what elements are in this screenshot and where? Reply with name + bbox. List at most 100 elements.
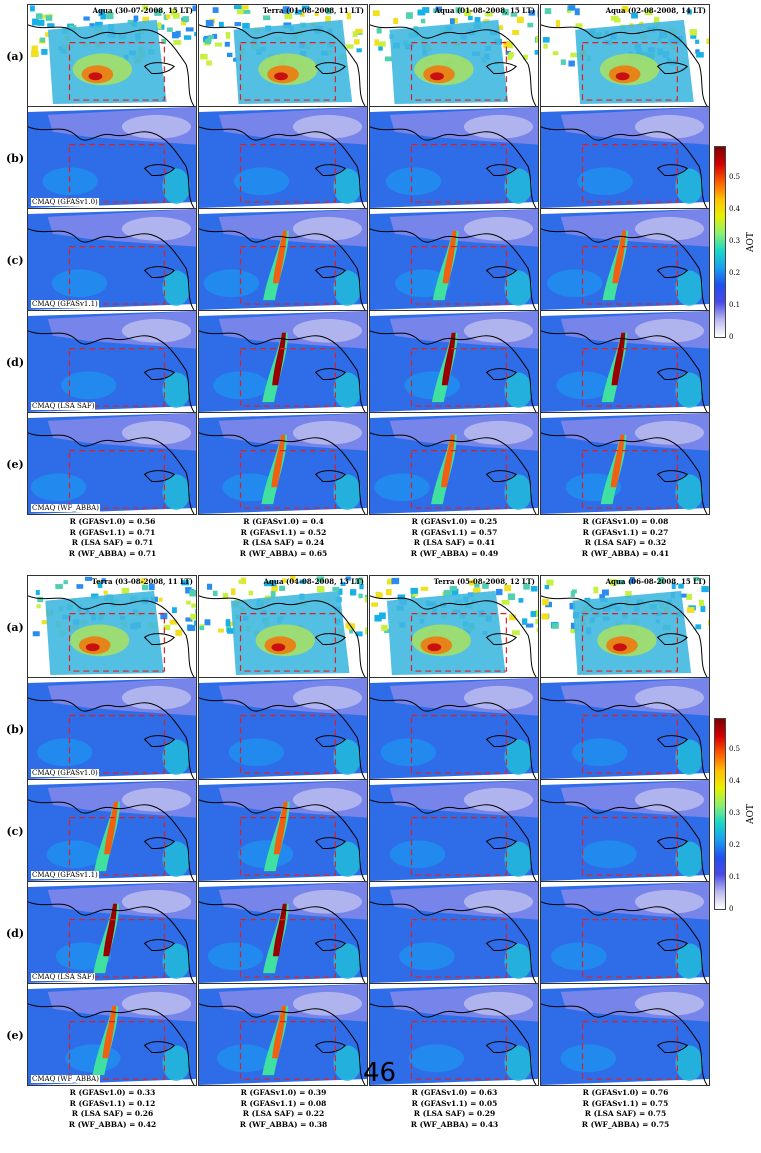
aot-map xyxy=(541,780,709,881)
correlation-line: R (GFASv1.0) = 0.33 xyxy=(27,1088,198,1099)
satellite-panel: Terra (01-08-2008, 11 LT) xyxy=(198,4,368,107)
aot-map xyxy=(28,984,196,1085)
aot-map xyxy=(199,576,367,677)
model-panel: CMAQ (LSA SAF) xyxy=(27,881,197,984)
correlation-line: R (GFASv1.0) = 0.63 xyxy=(369,1088,540,1099)
aot-map xyxy=(28,780,196,881)
colorbar-tick-label: 0 xyxy=(729,905,733,913)
aot-map xyxy=(541,311,709,412)
model-panel xyxy=(369,106,539,209)
aot-map xyxy=(199,984,367,1085)
model-panel: CMAQ (GFASv1.0) xyxy=(27,106,197,209)
correlation-line: R (WF_ABBA) = 0.41 xyxy=(540,549,711,560)
page-number: 46 xyxy=(363,1058,396,1088)
correlation-line: R (WF_ABBA) = 0.42 xyxy=(27,1120,198,1131)
colorbar xyxy=(714,718,726,910)
row-label: (d) xyxy=(4,356,26,369)
colorbar xyxy=(714,146,726,338)
model-label: CMAQ (WF_ABBA) xyxy=(31,1075,100,1083)
aot-map xyxy=(541,984,709,1085)
panel-title: Aqua (04-08-2008, 13 LT) xyxy=(264,577,364,586)
row-label: (b) xyxy=(4,723,26,736)
aot-map xyxy=(28,107,196,208)
correlation-line: R (LSA SAF) = 0.24 xyxy=(198,538,369,549)
correlation-line: R (GFASv1.1) = 0.27 xyxy=(540,528,711,539)
aot-map xyxy=(28,413,196,514)
correlation-line: R (WF_ABBA) = 0.71 xyxy=(27,549,198,560)
row-label: (a) xyxy=(4,621,26,634)
aot-map xyxy=(199,882,367,983)
aot-map xyxy=(541,576,709,677)
panel-title: Aqua (01-08-2008, 15 LT) xyxy=(435,6,535,15)
model-panel xyxy=(198,106,368,209)
model-panel xyxy=(198,881,368,984)
model-panel xyxy=(198,983,368,1086)
aot-map xyxy=(28,5,196,106)
model-panel: CMAQ (WF_ABBA) xyxy=(27,983,197,1086)
correlation-line: R (GFASv1.0) = 0.39 xyxy=(198,1088,369,1099)
model-panel xyxy=(198,208,368,311)
correlation-line: R (LSA SAF) = 0.26 xyxy=(27,1109,198,1120)
satellite-panel: Aqua (01-08-2008, 15 LT) xyxy=(369,4,539,107)
aot-map xyxy=(199,5,367,106)
model-panel xyxy=(540,881,710,984)
aot-map xyxy=(199,107,367,208)
correlation-line: R (LSA SAF) = 0.32 xyxy=(540,538,711,549)
row-label: (e) xyxy=(4,1029,26,1042)
colorbar-tick-label: 0.3 xyxy=(729,237,740,245)
correlation-line: R (GFASv1.0) = 0.25 xyxy=(369,517,540,528)
model-panel xyxy=(540,412,710,515)
colorbar-tick-label: 0.3 xyxy=(729,809,740,817)
correlation-line: R (GFASv1.1) = 0.71 xyxy=(27,528,198,539)
model-label: CMAQ (WF_ABBA) xyxy=(31,504,100,512)
colorbar-tick-label: 0.2 xyxy=(729,841,740,849)
satellite-panel: Aqua (04-08-2008, 13 LT) xyxy=(198,575,368,678)
panel-title: Aqua (30-07-2008, 15 LT) xyxy=(93,6,193,15)
correlation-line: R (GFASv1.1) = 0.08 xyxy=(198,1099,369,1110)
aot-map xyxy=(28,882,196,983)
panel-title: Aqua (06-08-2008, 15 LT) xyxy=(606,577,706,586)
model-panel xyxy=(540,208,710,311)
correlation-line: R (GFASv1.1) = 0.12 xyxy=(27,1099,198,1110)
model-panel: CMAQ (GFASv1.1) xyxy=(27,208,197,311)
correlation-line: R (LSA SAF) = 0.29 xyxy=(369,1109,540,1120)
colorbar-tick-label: 0.1 xyxy=(729,301,740,309)
aot-map xyxy=(541,678,709,779)
colorbar-tick-label: 0.4 xyxy=(729,777,740,785)
colorbar-tick-label: 0.1 xyxy=(729,873,740,881)
model-panel xyxy=(369,310,539,413)
colorbar-tick-label: 0.4 xyxy=(729,205,740,213)
correlation-line: R (WF_ABBA) = 0.49 xyxy=(369,549,540,560)
correlation-line: R (LSA SAF) = 0.22 xyxy=(198,1109,369,1120)
aot-map xyxy=(199,311,367,412)
model-panel: CMAQ (GFASv1.1) xyxy=(27,779,197,882)
correlation-line: R (WF_ABBA) = 0.75 xyxy=(540,1120,711,1131)
correlation-line: R (GFASv1.1) = 0.05 xyxy=(369,1099,540,1110)
aot-map xyxy=(541,882,709,983)
colorbar-tick-label: 0 xyxy=(729,333,733,341)
correlation-line: R (GFASv1.0) = 0.08 xyxy=(540,517,711,528)
aot-map xyxy=(28,311,196,412)
row-label: (c) xyxy=(4,825,26,838)
model-panel xyxy=(369,677,539,780)
model-panel: CMAQ (WF_ABBA) xyxy=(27,412,197,515)
row-label: (c) xyxy=(4,254,26,267)
aot-map xyxy=(370,882,538,983)
model-panel xyxy=(369,208,539,311)
aot-map xyxy=(370,576,538,677)
correlation-line: R (GFASv1.0) = 0.76 xyxy=(540,1088,711,1099)
correlation-line: R (WF_ABBA) = 0.65 xyxy=(198,549,369,560)
model-panel xyxy=(369,779,539,882)
model-panel xyxy=(198,412,368,515)
model-panel xyxy=(540,310,710,413)
panel-title: Terra (05-08-2008, 12 LT) xyxy=(434,577,535,586)
aot-map xyxy=(541,413,709,514)
model-label: CMAQ (GFASv1.0) xyxy=(31,198,99,206)
